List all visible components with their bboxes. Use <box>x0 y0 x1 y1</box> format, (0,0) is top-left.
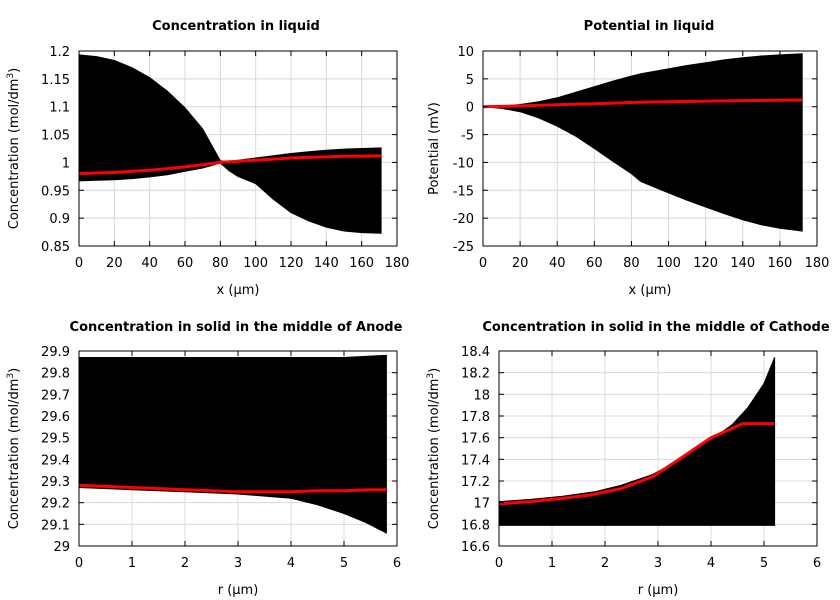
y-axis-label: Concentration (mol/dm3) <box>6 368 22 530</box>
y-tick-label: 29.5 <box>41 432 70 447</box>
x-tick-label: 4 <box>287 556 295 571</box>
y-tick-label: -10 <box>453 156 474 171</box>
y-tick-label: 29.2 <box>41 497 70 512</box>
chart-panel-2: 0 20 40 60 80 100 120 140 160 180 -25 -20 -15 -10 -5 0 5… <box>427 19 829 298</box>
x-axis-label: r (µm) <box>638 583 679 598</box>
y-tick-label: 16.8 <box>461 518 490 533</box>
x-tick-label: 60 <box>177 256 194 271</box>
x-tick-label: 1 <box>548 556 556 571</box>
y-tick-label: 29.7 <box>41 388 70 403</box>
x-tick-label: 80 <box>212 256 229 271</box>
y-tick-label: -25 <box>453 240 474 255</box>
x-tick-label: 4 <box>707 556 715 571</box>
curve-family-band <box>482 53 803 232</box>
y-tick-label: 17.6 <box>461 432 490 447</box>
x-tick-label: 80 <box>623 256 640 271</box>
x-axis-label: x (µm) <box>629 283 672 298</box>
x-axis-label: r (µm) <box>218 583 259 598</box>
curve-family-band <box>78 54 382 234</box>
y-tick-label: 18 <box>473 388 490 403</box>
highlight-series-line <box>78 483 387 494</box>
plot-frame <box>482 50 818 247</box>
x-tick-label: 0 <box>495 556 503 571</box>
y-tick-label: 29.1 <box>41 518 70 533</box>
plot-frame <box>78 50 398 247</box>
x-tick-label: 0 <box>75 556 83 571</box>
x-tick-label: 0 <box>479 256 487 271</box>
y-tick-label: 18.4 <box>461 345 490 360</box>
y-tick-label: 1.05 <box>41 129 70 144</box>
chart-title: Potential in liquid <box>584 19 715 34</box>
x-tick-label: 3 <box>654 556 662 571</box>
x-tick-label: 2 <box>601 556 609 571</box>
y-tick-label: 29.3 <box>41 475 70 490</box>
y-tick-label: 5 <box>466 73 474 88</box>
x-tick-label: 5 <box>340 556 348 571</box>
y-axis-label: Concentration (mol/dm3) <box>426 368 442 530</box>
x-tick-label: 5 <box>760 556 768 571</box>
x-tick-label: 140 <box>314 256 339 271</box>
curve-family-band <box>78 354 387 534</box>
y-tick-label: 1.1 <box>49 101 70 116</box>
y-tick-label: 29.9 <box>41 345 70 360</box>
y-tick-label: -5 <box>461 129 474 144</box>
y-tick-label: 17.8 <box>461 410 490 425</box>
x-tick-label: 6 <box>813 556 821 571</box>
y-tick-label: 0.9 <box>49 212 70 227</box>
y-tick-label: 10 <box>457 45 474 60</box>
x-tick-label: 6 <box>393 556 401 571</box>
x-tick-label: 120 <box>279 256 304 271</box>
x-tick-label: 180 <box>805 256 830 271</box>
x-tick-label: 60 <box>586 256 603 271</box>
x-tick-label: 160 <box>349 256 374 271</box>
y-tick-label: 16.6 <box>461 540 490 555</box>
x-tick-label: 20 <box>512 256 529 271</box>
x-tick-label: 100 <box>656 256 681 271</box>
chart-title: Concentration in solid in the middle of … <box>70 320 403 335</box>
x-tick-label: 2 <box>181 556 189 571</box>
x-tick-label: 140 <box>730 256 755 271</box>
x-tick-label: 180 <box>385 256 410 271</box>
y-tick-label: 17 <box>473 497 490 512</box>
y-tick-label: -15 <box>453 184 474 199</box>
highlight-series-line <box>482 98 803 109</box>
y-tick-label: 1.2 <box>49 45 70 60</box>
y-tick-label: 18.2 <box>461 367 490 382</box>
y-tick-label: 29.6 <box>41 410 70 425</box>
y-axis-label: Concentration (mol/dm3) <box>6 68 22 230</box>
x-tick-label: 20 <box>106 256 123 271</box>
y-tick-label: 17.4 <box>461 453 490 468</box>
x-tick-label: 1 <box>128 556 136 571</box>
chart-panel-1: 0 20 40 60 80 100 120 140 160 180 0.85 0.9 0.95 1 1.05… <box>6 19 409 298</box>
y-axis-label: Potential (mV) <box>427 102 442 195</box>
y-tick-label: 0.85 <box>41 240 70 255</box>
curve-family-band <box>498 357 776 526</box>
x-tick-label: 0 <box>75 256 83 271</box>
y-tick-label: 1 <box>62 156 70 171</box>
x-tick-label: 40 <box>549 256 566 271</box>
x-tick-label: 120 <box>693 256 718 271</box>
x-tick-label: 40 <box>141 256 158 271</box>
chart-title: Concentration in liquid <box>152 19 320 34</box>
highlight-series-line <box>498 422 775 506</box>
x-axis-label: x (µm) <box>217 283 260 298</box>
y-tick-label: -20 <box>453 212 474 227</box>
y-tick-label: 0.95 <box>41 184 70 199</box>
y-tick-label: 29.4 <box>41 453 70 468</box>
y-tick-label: 0 <box>466 101 474 116</box>
x-tick-label: 100 <box>243 256 268 271</box>
x-tick-label: 3 <box>234 556 242 571</box>
y-tick-label: 29.8 <box>41 367 70 382</box>
y-tick-label: 1.15 <box>41 73 70 88</box>
x-tick-label: 160 <box>767 256 792 271</box>
chart-panel-4: 0 1 2 3 4 5 6 16.6 16.8 17 17.2 17.4 17.6 17.8 18 18.2 1… <box>426 320 830 598</box>
highlight-series-line <box>78 154 382 176</box>
y-tick-label: 29 <box>53 540 70 555</box>
y-tick-label: 17.2 <box>461 475 490 490</box>
chart-title: Concentration in solid in the middle of … <box>482 320 830 335</box>
chart-panel-3: 0 1 2 3 4 5 6 29 29.1 29.2 29.3 29.4 29.5 29.6 29.7 29.… <box>6 320 403 598</box>
